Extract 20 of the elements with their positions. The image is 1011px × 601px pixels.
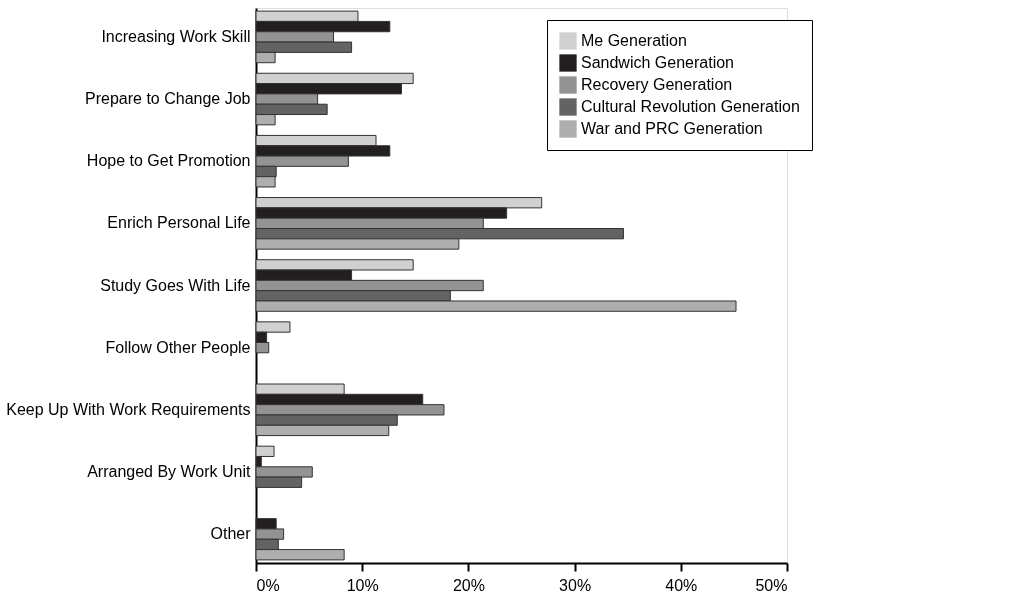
y-tick-label: Increasing Work Skill bbox=[101, 27, 251, 45]
y-tick-label: Follow Other People bbox=[105, 338, 251, 356]
y-tick-label: Study Goes With Life bbox=[100, 276, 251, 294]
legend-label: War and PRC Generation bbox=[581, 120, 763, 137]
y-tick-label: Keep Up With Work Requirements bbox=[6, 400, 251, 418]
x-tick-label: 30% bbox=[559, 576, 592, 594]
y-tick-label: Prepare to Change Job bbox=[85, 90, 251, 108]
x-tick-label: 0% bbox=[256, 576, 280, 594]
y-tick-label: Enrich Personal Life bbox=[107, 214, 251, 232]
legend-label: Recovery Generation bbox=[581, 76, 733, 93]
legend-label: Me Generation bbox=[581, 32, 687, 49]
x-tick-label: 40% bbox=[665, 576, 698, 594]
x-tick-label: 20% bbox=[452, 576, 485, 594]
legend-label: Cultural Revolution Generation bbox=[581, 98, 800, 115]
y-tick-label: Other bbox=[210, 525, 252, 543]
x-tick-label: 10% bbox=[346, 576, 379, 594]
y-tick-label: Arranged By Work Unit bbox=[87, 462, 252, 480]
y-tick-label: Hope to Get Promotion bbox=[86, 152, 251, 170]
legend-label: Sandwich Generation bbox=[581, 54, 734, 71]
x-tick-label: 50% bbox=[755, 576, 788, 594]
